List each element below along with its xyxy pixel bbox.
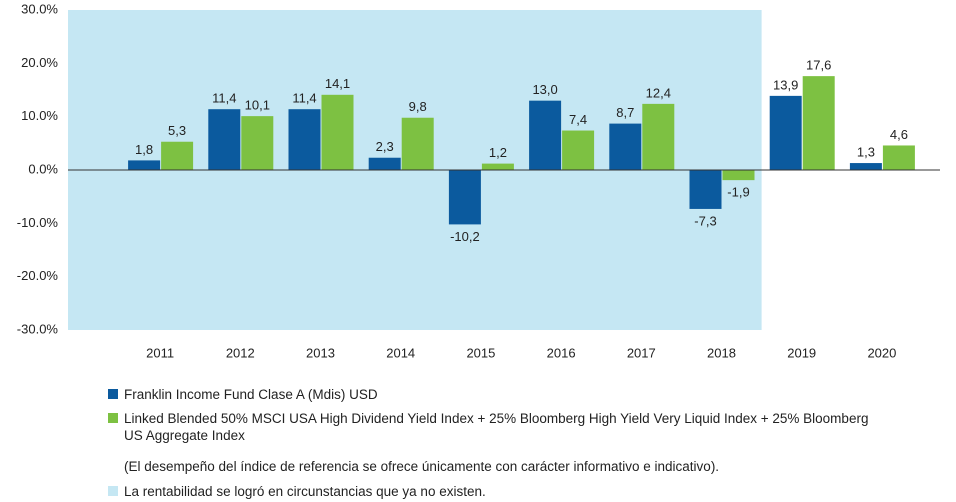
data-label: 13,0 <box>532 82 557 97</box>
data-label: 11,4 <box>212 91 236 106</box>
x-tick-label: 2012 <box>226 345 255 360</box>
y-tick-label: 10.0% <box>21 108 58 123</box>
legend-item: La rentabilidad se logró en circunstanci… <box>108 483 486 500</box>
bar <box>401 117 434 170</box>
data-label: 2,3 <box>376 139 394 154</box>
data-label: 7,4 <box>569 112 587 127</box>
data-label: 11,4 <box>292 91 316 106</box>
legend-swatch <box>108 413 118 423</box>
y-tick-label: 0.0% <box>28 161 58 176</box>
legend-swatch <box>108 389 118 399</box>
data-label: 14,1 <box>325 76 350 91</box>
x-tick-label: 2015 <box>466 345 495 360</box>
legend-label: Linked Blended 50% MSCI USA High Dividen… <box>124 411 869 443</box>
bar <box>448 170 481 225</box>
legend-item: Linked Blended 50% MSCI USA High Dividen… <box>108 410 888 444</box>
legend-swatch <box>108 486 118 496</box>
bar <box>609 123 642 170</box>
x-tick-label: 2011 <box>146 345 174 360</box>
data-label: -7,3 <box>694 213 716 228</box>
data-label: -1,9 <box>727 185 749 200</box>
legend-label: La rentabilidad se logró en circunstanci… <box>124 484 486 499</box>
x-tick-label: 2019 <box>787 345 816 360</box>
data-label: 13,9 <box>773 77 798 92</box>
legend-item: Franklin Income Fund Clase A (Mdis) USD <box>108 386 378 403</box>
x-tick-label: 2013 <box>306 345 335 360</box>
bar <box>288 109 321 170</box>
data-label: 1,2 <box>489 145 507 160</box>
data-label: 12,4 <box>646 85 671 100</box>
y-tick-label: 20.0% <box>21 55 58 70</box>
bar <box>529 100 562 170</box>
bar <box>368 157 401 170</box>
y-tick-label: -30.0% <box>17 321 59 336</box>
y-tick-label: -10.0% <box>17 215 59 230</box>
x-tick-label: 2014 <box>386 345 415 360</box>
bar <box>241 116 274 170</box>
bar <box>208 109 241 170</box>
x-tick-label: 2016 <box>547 345 576 360</box>
chart: -30.0% -20.0% -10.0% 0.0% 10.0% 20.0% 30.0% 201… <box>17 1 940 360</box>
data-label: 9,8 <box>409 99 427 114</box>
x-tick-label: 2017 <box>627 345 656 360</box>
bar <box>689 170 722 209</box>
bar <box>769 95 802 170</box>
y-tick-label: 30.0% <box>21 1 58 16</box>
legend-label: Franklin Income Fund Clase A (Mdis) USD <box>124 387 378 402</box>
bar <box>722 170 755 181</box>
bar <box>802 76 835 170</box>
data-label: 10,1 <box>245 98 270 113</box>
bar <box>562 130 595 170</box>
data-label: 5,3 <box>168 123 186 138</box>
x-tick-label: 2020 <box>867 345 896 360</box>
bar <box>128 160 161 170</box>
bar <box>849 163 882 170</box>
bar <box>481 163 514 170</box>
bar <box>321 94 354 170</box>
data-label: 1,8 <box>135 142 153 157</box>
data-label: 4,6 <box>890 127 908 142</box>
bar <box>882 145 915 170</box>
data-label: 8,7 <box>616 105 634 120</box>
data-label: 17,6 <box>806 58 831 73</box>
note: (El desempeño del índice de referencia s… <box>124 458 719 475</box>
data-label: 1,3 <box>857 145 875 160</box>
note-text: (El desempeño del índice de referencia s… <box>124 459 720 474</box>
y-tick-label: -20.0% <box>17 268 59 283</box>
bar <box>642 103 675 170</box>
x-tick-label: 2018 <box>707 345 736 360</box>
bar <box>161 141 194 170</box>
data-label: -10,2 <box>450 229 480 244</box>
